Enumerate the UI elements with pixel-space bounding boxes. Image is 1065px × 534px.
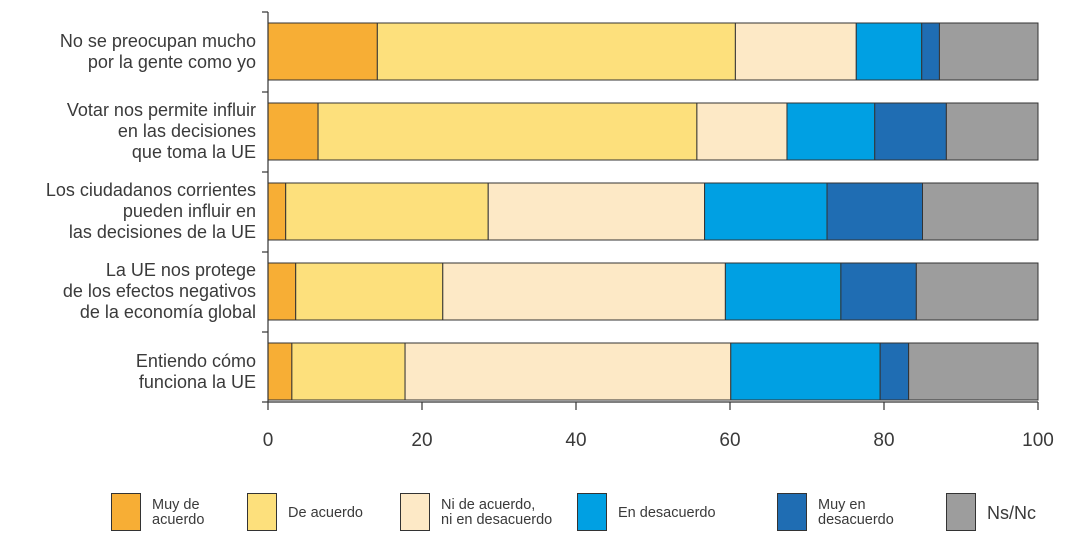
bar-segment-2-4 [826,182,924,241]
category-label-2: Los ciudadanos corrientes pueden influir… [45,180,256,242]
legend-item-5: Ns/Nc [946,493,1046,533]
bar-segment-3-2 [442,262,726,321]
legend-item-1: De acuerdo [247,493,397,533]
bar-segment-1-5 [945,102,1039,161]
category-label-4: Entiendo cómo funciona la UE [135,350,256,392]
bar-segment-2-0 [267,182,287,241]
bar-segment-4-4 [879,342,910,401]
legend-label-5: Ns/Nc [987,502,1036,523]
category-label-0: No se preocupan mucho por la gente como … [59,30,256,72]
bar-segment-0-5 [938,22,1039,81]
legend-label-3: En desacuerdo [618,504,716,521]
x-tick-label-0: 0 [263,430,274,451]
bar-segment-0-1 [376,22,736,81]
bar-segment-1-3 [786,102,876,161]
bar-segment-0-0 [267,22,378,81]
bar-segment-4-0 [267,342,293,401]
legend-swatch-2 [400,493,430,531]
x-tick-label-5: 100 [1022,430,1054,451]
bar-segment-4-5 [908,342,1039,401]
legend-swatch-5 [946,493,976,531]
bar-segment-2-1 [285,182,489,241]
bar-segment-4-3 [730,342,881,401]
bars-layer [267,22,1039,401]
x-tick-label-4: 80 [873,430,894,451]
bar-segment-3-0 [267,262,297,321]
bar-segment-2-5 [922,182,1039,241]
bar-segment-3-3 [724,262,842,321]
legend-label-0: Muy de acuerdo [152,497,205,528]
category-label-3: La UE nos protege de los efectos negativ… [62,260,256,322]
legend-swatch-0 [111,493,141,531]
legend-swatch-1 [247,493,277,531]
bar-segment-3-4 [840,262,917,321]
legend-item-2: Ni de acuerdo, ni en desacuerdo [400,493,590,533]
bar-segment-4-1 [291,342,406,401]
bar-segment-4-2 [404,342,732,401]
bar-segment-1-1 [317,102,698,161]
legend-item-0: Muy de acuerdo [111,493,221,533]
legend-label-1: De acuerdo [288,504,363,521]
legend-swatch-4 [777,493,807,531]
legend-label-4: Muy en desacuerdo [818,497,894,528]
bar-segment-3-1 [295,262,444,321]
bar-segment-2-3 [704,182,828,241]
bar-segment-0-2 [734,22,857,81]
legend-swatch-3 [577,493,607,531]
bar-segment-0-4 [921,22,940,81]
bar-segment-3-5 [915,262,1039,321]
bar-segment-1-2 [696,102,788,161]
bar-segment-2-2 [487,182,706,241]
bar-segment-1-0 [267,102,319,161]
bar-segment-0-3 [855,22,923,81]
category-label-1: Votar nos permite influir en las decisio… [66,100,256,162]
bar-segment-1-4 [874,102,947,161]
axes-layer: 0 20 40 60 80 100 [262,11,1054,451]
x-tick-label-2: 40 [565,430,586,451]
x-tick-label-3: 60 [719,430,740,451]
legend-item-3: En desacuerdo [577,493,727,533]
legend-item-4: Muy en desacuerdo [777,493,897,533]
legend-label-2: Ni de acuerdo, ni en desacuerdo [441,497,553,528]
x-tick-label-1: 20 [411,430,432,451]
